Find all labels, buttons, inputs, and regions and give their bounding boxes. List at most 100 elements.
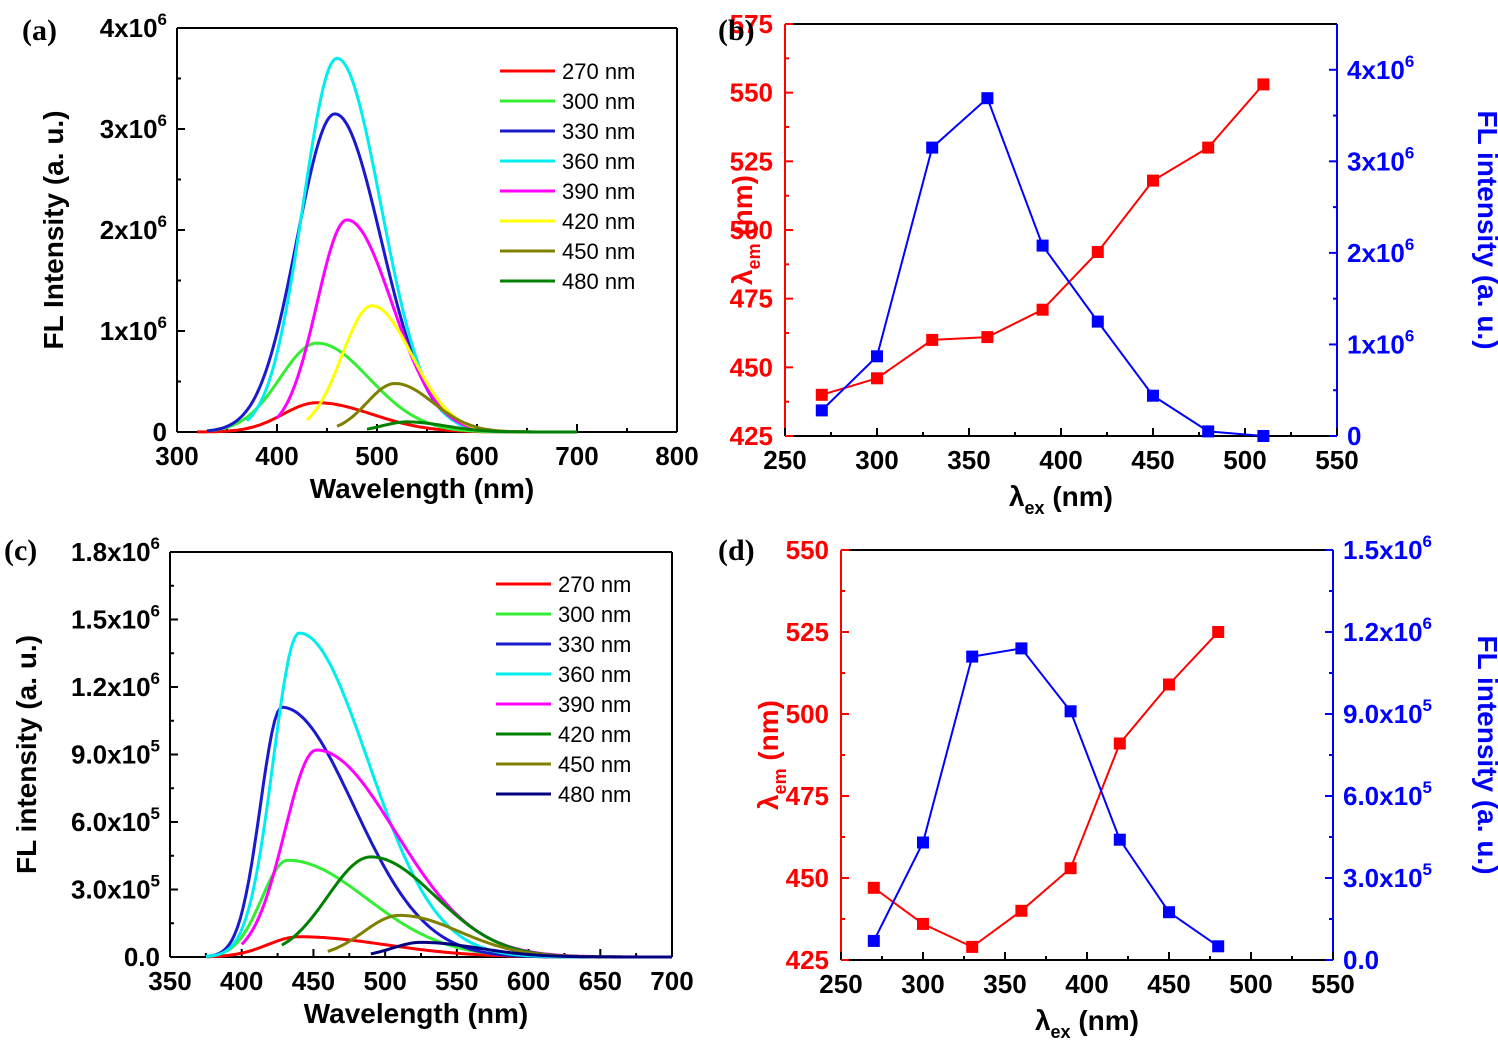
series-line-480-nm (366, 420, 577, 434)
y-tick-label: 1.5x106 (71, 602, 160, 635)
data-point-fl-intensity (1036, 239, 1049, 252)
legend-label: 300 nm (558, 602, 631, 627)
x-tick-label: 350 (947, 445, 990, 475)
data-point-fl-intensity (926, 141, 939, 154)
legend-label: 330 nm (562, 119, 635, 144)
y-tick-label-exponent: 5 (151, 872, 160, 891)
y-tick-label: 6.0x105 (71, 804, 160, 837)
x-axis-title: Wavelength (nm) (304, 998, 529, 1029)
legend-label: 300 nm (562, 89, 635, 114)
y-right-tick-label: 1x106 (1347, 326, 1414, 359)
y-left-title-subscript: em (744, 243, 764, 269)
y-right-tick-label-base: 0 (1347, 421, 1361, 451)
y-tick-label: 3x106 (100, 111, 167, 144)
legend-label: 360 nm (562, 149, 635, 174)
x-axis-title: Wavelength (nm) (310, 473, 535, 504)
x-tick-label: 300 (901, 969, 944, 999)
y-right-tick-label: 1.2x106 (1343, 614, 1432, 647)
data-point-emission-wavelength (981, 331, 994, 344)
x-tick-label: 500 (355, 441, 398, 471)
y-left-tick-label: 550 (786, 535, 829, 565)
y-right-tick-label-base: 3x10 (1347, 146, 1405, 176)
y-left-tick-label: 425 (786, 945, 829, 975)
legend-label: 450 nm (558, 752, 631, 777)
y-tick-label: 1x106 (100, 313, 167, 346)
data-point-emission-wavelength (1064, 862, 1077, 875)
y-left-tick-label: 575 (730, 9, 773, 39)
x-tick-label: 800 (655, 441, 698, 471)
y-right-axis-title: FL intensity (a. u.) (1472, 110, 1498, 349)
x-tick-label: 500 (363, 966, 406, 996)
data-point-fl-intensity (966, 650, 979, 663)
legend-label: 420 nm (562, 209, 635, 234)
y-right-tick-label: 2x106 (1347, 235, 1414, 268)
y-left-title-symbol: λ (753, 794, 784, 810)
data-point-emission-wavelength (1163, 678, 1175, 691)
y-right-tick-label: 4x106 (1347, 52, 1414, 85)
y-right-tick-label-base: 3.0x10 (1343, 863, 1423, 893)
y-tick-label: 2x106 (100, 212, 167, 245)
data-point-emission-wavelength (1257, 78, 1270, 91)
y-tick-label-exponent: 6 (151, 602, 160, 621)
y-tick-label-base: 0.0 (124, 942, 160, 972)
y-tick-label-base: 2x10 (100, 215, 158, 245)
y-right-tick-label-exponent: 5 (1423, 696, 1432, 715)
x-tick-label: 400 (1065, 969, 1108, 999)
y-left-title-unit: (nm) (727, 175, 758, 243)
x-axis-title-symbol: λ (1009, 481, 1025, 512)
y-right-tick-label-exponent: 6 (1423, 532, 1432, 551)
y-left-tick-label: 500 (786, 699, 829, 729)
y-axis-title: FL intensity (a. u.) (11, 635, 42, 874)
panel-label: (a) (22, 14, 57, 47)
legend-label: 390 nm (562, 179, 635, 204)
y-tick-label: 9.0x105 (71, 737, 160, 770)
data-point-emission-wavelength (926, 333, 939, 346)
x-tick-label: 300 (855, 445, 898, 475)
x-axis-title-symbol: λ (1035, 1005, 1051, 1036)
data-point-fl-intensity (871, 350, 883, 363)
panel-c: 350 400 450 500 550 600 650 7000.03.0x1056.0x10… (4, 534, 694, 1029)
y-tick-label: 1.2x106 (71, 669, 160, 702)
y-right-tick-label: 6.0x105 (1343, 778, 1432, 811)
y-left-title-symbol: λ (727, 269, 758, 285)
y-left-axis-title: λem (nm) (727, 175, 764, 285)
x-tick-label: 400 (220, 966, 263, 996)
y-left-title-subscript: em (770, 768, 790, 794)
y-left-tick-label: 525 (730, 146, 773, 176)
y-tick-label-base: 6.0x10 (71, 807, 151, 837)
series-line-fl-intensity (872, 647, 1219, 948)
y-left-tick-label: 525 (786, 617, 829, 647)
y-tick-label-base: 0 (153, 417, 167, 447)
series-line-300-nm (206, 341, 577, 434)
series-line-480-nm (370, 940, 672, 959)
series-line-emission-wavelength (873, 631, 1219, 949)
y-tick-label-base: 9.0x10 (71, 740, 151, 770)
x-tick-label: 350 (983, 969, 1026, 999)
data-point-emission-wavelength (1036, 303, 1049, 316)
data-point-emission-wavelength (917, 917, 929, 930)
y-left-axis-title: λem (nm) (753, 700, 790, 810)
y-right-tick-label-base: 6.0x10 (1343, 781, 1423, 811)
y-tick-label-base: 1.8x10 (71, 537, 151, 567)
x-tick-label: 500 (1229, 969, 1272, 999)
data-point-emission-wavelength (1113, 737, 1126, 750)
x-tick-label: 550 (1315, 445, 1358, 475)
y-tick-label: 1.8x106 (71, 534, 160, 567)
panel-label: (b) (718, 14, 755, 47)
x-axis-title-subscript: ex (1025, 498, 1045, 518)
data-point-fl-intensity (815, 404, 828, 417)
data-point-emission-wavelength (815, 388, 828, 401)
y-tick-label-base: 1.2x10 (71, 672, 151, 702)
legend-label: 330 nm (558, 632, 631, 657)
data-point-emission-wavelength (966, 940, 979, 953)
y-tick-label-exponent: 6 (158, 212, 167, 231)
x-tick-label: 550 (1311, 969, 1354, 999)
y-left-tick-label: 475 (730, 284, 773, 314)
panel-label: (d) (718, 534, 755, 567)
y-tick-label-exponent: 6 (158, 111, 167, 130)
series-line-450-nm (336, 381, 577, 434)
y-right-tick-label: 0.0 (1343, 945, 1379, 975)
series-line-270-nm (197, 401, 577, 434)
panel-b: 250 300 350 400 450 500 550 425 450 475 500 525 550 5… (718, 9, 1498, 518)
